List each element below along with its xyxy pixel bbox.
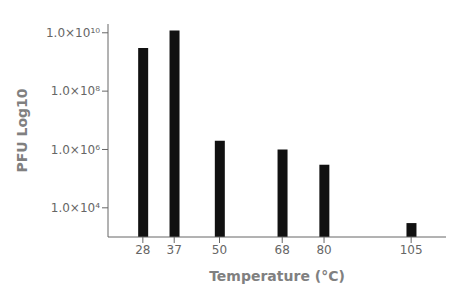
svg-text:68: 68 xyxy=(275,243,290,257)
svg-text:28: 28 xyxy=(135,243,150,257)
svg-text:Temperature (°C): Temperature (°C) xyxy=(209,268,345,284)
svg-text:37: 37 xyxy=(167,243,182,257)
svg-text:PFU Log10: PFU Log10 xyxy=(14,88,30,172)
svg-text:1.0×10⁴: 1.0×10⁴ xyxy=(51,201,100,215)
svg-text:1.0×10⁶: 1.0×10⁶ xyxy=(51,143,100,157)
svg-text:105: 105 xyxy=(400,243,423,257)
svg-text:50: 50 xyxy=(212,243,227,257)
svg-text:1.0×10⁸: 1.0×10⁸ xyxy=(51,84,100,98)
svg-text:1.0×10¹⁰: 1.0×10¹⁰ xyxy=(46,26,100,40)
svg-text:80: 80 xyxy=(316,243,331,257)
